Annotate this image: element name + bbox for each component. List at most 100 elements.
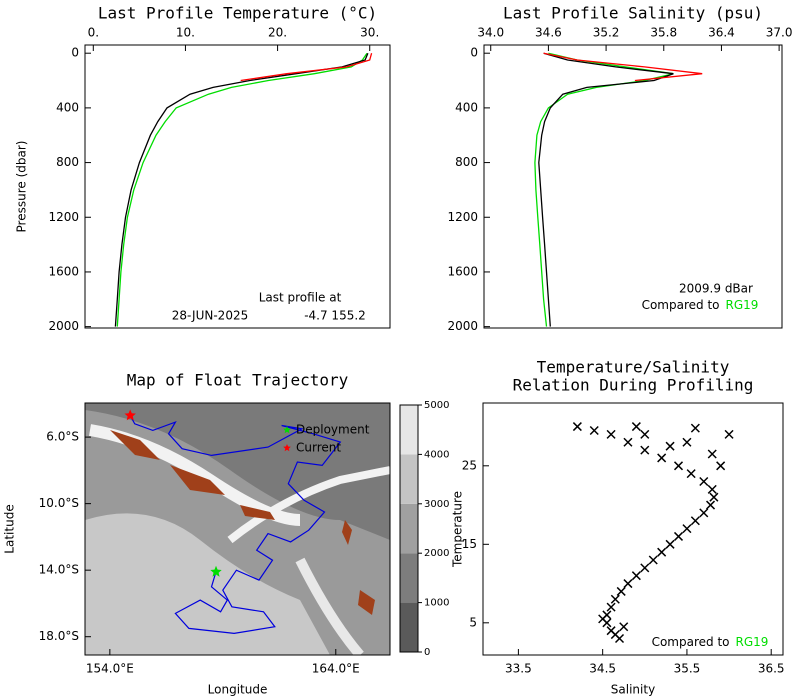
annotation: Compared to RG19 — [652, 635, 769, 649]
y-tick-label: 10.0°S — [39, 496, 79, 510]
y-tick-label: 1600 — [48, 264, 79, 278]
ts-point — [686, 469, 696, 479]
y-tick-label: 0 — [71, 46, 79, 60]
x-tick-label: 10. — [176, 26, 195, 40]
colorbar-band — [400, 553, 418, 603]
plot-frame — [482, 402, 784, 656]
reference-name: RG19 — [736, 635, 769, 649]
ts-point — [665, 539, 675, 549]
colorbar-label: 5000 — [424, 400, 449, 411]
ts-point — [606, 429, 616, 439]
colorbar-band — [400, 454, 418, 504]
colorbar-band — [400, 602, 418, 652]
x-tick-label: 34.6 — [535, 26, 562, 40]
x-tick-label: 30. — [360, 26, 379, 40]
annotation: -4.7 155.2 — [304, 309, 366, 323]
reference-name: RG19 — [726, 298, 759, 312]
profile-line — [543, 52, 703, 82]
y-tick-label: 800 — [455, 155, 478, 169]
legend-symbol — [283, 444, 291, 452]
ts-point — [631, 571, 641, 581]
y-axis-label: Temperature — [451, 491, 465, 568]
ts-point — [707, 484, 717, 494]
x-tick-label: 154.0°E — [86, 662, 134, 676]
ts-point — [589, 425, 599, 436]
ts-point — [690, 423, 700, 433]
ts-point — [673, 461, 684, 471]
chart-title: Temperature/Salinity — [537, 358, 730, 377]
ts-point — [598, 614, 608, 624]
profile-line — [114, 52, 369, 327]
colorbar-label: 4000 — [424, 449, 449, 460]
x-tick-label: 35.5 — [674, 662, 701, 676]
position-marker — [124, 409, 136, 421]
y-tick-label: 18.0°S — [39, 629, 79, 643]
colorbar-band — [400, 503, 418, 554]
profile-line — [538, 52, 674, 327]
y-tick-label: 25 — [462, 458, 477, 472]
x-tick-label: 36.4 — [708, 26, 735, 40]
annotation: 2009.9 dBar — [679, 282, 753, 296]
y-tick-label: 400 — [455, 100, 478, 114]
bathy-ridge — [295, 557, 364, 655]
colorbar-label: 2000 — [424, 548, 449, 559]
colorbar-frame — [399, 404, 419, 653]
ts-point — [699, 476, 709, 487]
x-tick-label: 34.0 — [477, 26, 504, 40]
ts-point — [716, 461, 726, 471]
ts-point — [640, 445, 650, 455]
y-tick-label: 0 — [470, 46, 478, 60]
ts-point — [724, 429, 734, 439]
y-tick-label: 1200 — [48, 210, 79, 224]
y-tick-label: 6.0°S — [46, 430, 79, 444]
colorbar-label: 1000 — [424, 598, 449, 609]
ts-point — [665, 441, 675, 451]
chart-title: Last Profile Temperature (°C) — [98, 4, 377, 23]
y-tick-label: 1600 — [447, 264, 478, 278]
y-tick-label: 5 — [469, 615, 477, 629]
x-tick-label: 35.8 — [650, 26, 677, 40]
chart-title: Relation During Profiling — [513, 376, 754, 395]
x-tick-label: 20. — [268, 26, 287, 40]
y-tick-label: 1200 — [447, 210, 478, 224]
annotation: Compared to RG19 — [642, 298, 759, 312]
y-tick-label: 14.0°S — [39, 563, 79, 577]
y-axis-label: Latitude — [3, 504, 17, 553]
x-tick-label: 34.5 — [589, 662, 616, 676]
bathy-land — [170, 465, 225, 495]
x-tick-label: 164.0°E — [312, 662, 360, 676]
x-tick-label: 37.0 — [766, 26, 793, 40]
ts-point — [572, 422, 582, 432]
x-tick-label: 33.5 — [505, 662, 532, 676]
bathy-land — [342, 520, 352, 545]
ts-point — [707, 449, 717, 459]
x-tick-label: 36.5 — [758, 662, 785, 676]
ts-point — [606, 602, 616, 612]
ts-point — [610, 630, 620, 640]
bathy-land — [358, 590, 375, 615]
annotation: Last profile at — [259, 291, 342, 305]
chart-title: Map of Float Trajectory — [127, 371, 349, 390]
position-marker — [210, 565, 222, 577]
ts-point — [623, 437, 633, 447]
ts-point — [640, 429, 650, 439]
ts-point — [619, 622, 629, 632]
bathymetry — [85, 403, 390, 655]
ts-point — [673, 531, 684, 541]
ts-point — [623, 579, 633, 589]
profile-line — [534, 52, 674, 327]
ts-point — [690, 516, 700, 526]
x-axis-label: Salinity — [611, 683, 655, 697]
bathy-land — [110, 430, 160, 460]
plot-frame — [483, 44, 783, 329]
ts-point — [699, 508, 709, 518]
y-tick-label: 800 — [56, 155, 79, 169]
chart-title: Last Profile Salinity (psu) — [503, 4, 763, 23]
ts-point — [648, 555, 658, 565]
y-tick-label: 2000 — [48, 319, 79, 333]
legend-label: Current — [296, 441, 341, 455]
y-axis-label: Pressure (dbar) — [15, 141, 29, 233]
ts-point — [705, 500, 716, 510]
ts-point — [640, 563, 650, 573]
